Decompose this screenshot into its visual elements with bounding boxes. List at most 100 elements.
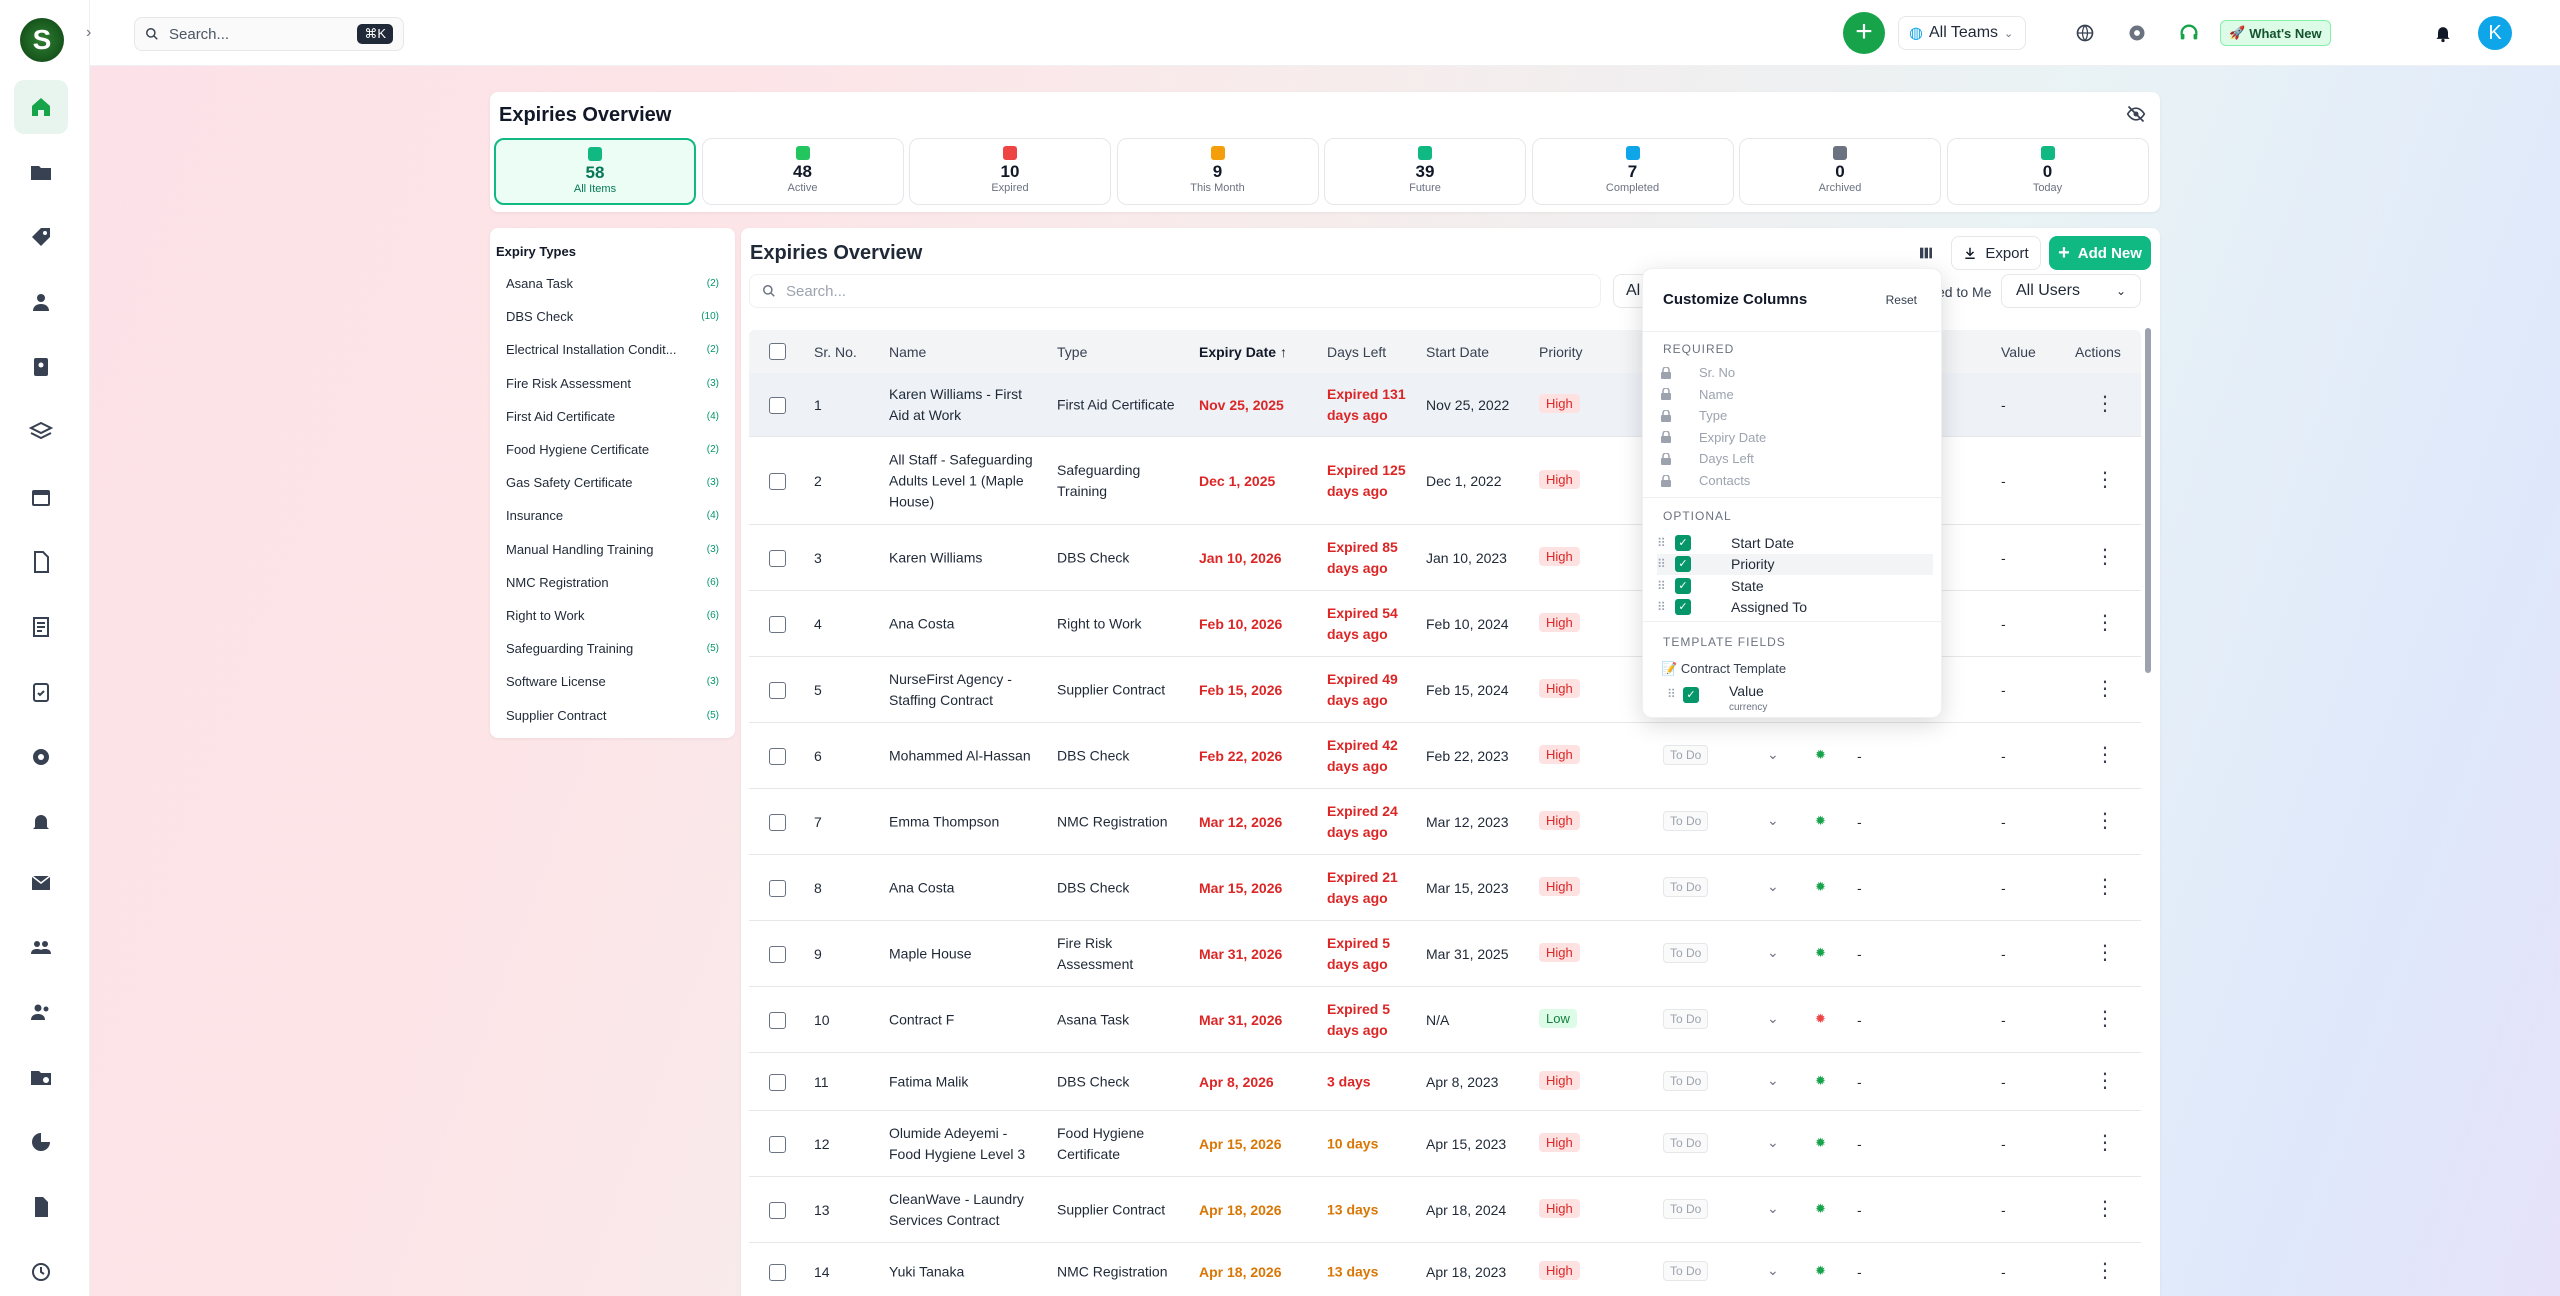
optional-column-checkbox[interactable]: ✓ — [1675, 577, 1691, 594]
row-checkbox[interactable] — [769, 1136, 786, 1153]
expiry-type-item[interactable]: Software License (3) — [490, 665, 735, 698]
row-name[interactable]: Maple House — [889, 945, 972, 961]
row-state-badge[interactable]: To Do — [1663, 1133, 1709, 1153]
col-start-date[interactable]: Start Date — [1426, 344, 1490, 360]
table-row[interactable]: 6 Mohammed Al-Hassan DBS Check Feb 22, 2026… — [749, 723, 2141, 789]
chevron-down-icon[interactable]: ⌄ — [1767, 944, 1779, 960]
app-logo[interactable]: S — [20, 18, 64, 62]
document-icon[interactable] — [14, 535, 68, 589]
row-checkbox[interactable] — [769, 946, 786, 963]
col-priority[interactable]: Priority — [1539, 344, 1583, 360]
folder-clock-icon[interactable] — [14, 1050, 68, 1104]
optional-column-item[interactable]: ⠿ ✓ Start Date — [1657, 532, 1933, 553]
add-new-button[interactable]: + Add New — [2049, 236, 2151, 270]
global-search[interactable]: Search... ⌘K — [134, 17, 404, 51]
table-row[interactable]: 2 All Staff - Safeguarding Adults Level 1… — [749, 437, 2141, 525]
quick-add-button[interactable]: + — [1843, 12, 1885, 54]
team-icon[interactable] — [14, 920, 68, 974]
row-name[interactable]: All Staff - Safeguarding Adults Level 1 … — [889, 451, 1033, 509]
tag-icon[interactable] — [14, 210, 68, 264]
chevron-down-icon[interactable]: ⌄ — [1767, 1200, 1779, 1216]
table-row[interactable]: 10 Contract F Asana Task Mar 31, 2026 Expire… — [749, 987, 2141, 1053]
drag-handle-icon[interactable]: ⠿ — [1657, 535, 1666, 550]
calendar-icon[interactable] — [14, 470, 68, 524]
teams-select[interactable]: ◍ All Teams ⌄ — [1898, 16, 2026, 50]
table-row[interactable]: 8 Ana Costa DBS Check Mar 15, 2026 Expired 2… — [749, 855, 2141, 921]
stat-card-4[interactable]: 39 Future — [1324, 138, 1526, 205]
row-actions-menu-icon[interactable]: ⋮ — [2095, 1070, 2115, 1092]
drag-handle-icon[interactable]: ⠿ — [1657, 578, 1666, 593]
row-actions-menu-icon[interactable]: ⋮ — [2095, 744, 2115, 766]
row-name[interactable]: Fatima Malik — [889, 1073, 969, 1089]
pdf-icon[interactable] — [14, 1180, 68, 1234]
user-avatar[interactable]: K — [2478, 16, 2512, 50]
settings-icon[interactable] — [14, 730, 68, 784]
row-name[interactable]: Ana Costa — [889, 879, 955, 895]
chevron-down-icon[interactable]: ⌄ — [1767, 1262, 1779, 1278]
col-type[interactable]: Type — [1057, 344, 1088, 360]
assigned-to-me-filter[interactable]: ed to Me — [1937, 284, 1992, 300]
report-icon[interactable] — [14, 600, 68, 654]
table-scrollbar[interactable] — [2145, 328, 2151, 673]
row-state-badge[interactable]: To Do — [1663, 943, 1709, 963]
col-sr[interactable]: Sr. No. — [814, 344, 857, 360]
row-actions-menu-icon[interactable]: ⋮ — [2095, 393, 2115, 415]
table-row[interactable]: 9 Maple House Fire Risk Assessment Mar 31, … — [749, 921, 2141, 987]
row-actions-menu-icon[interactable]: ⋮ — [2095, 876, 2115, 898]
row-state-badge[interactable]: To Do — [1663, 745, 1709, 765]
row-checkbox[interactable] — [769, 1202, 786, 1219]
expiry-type-item[interactable]: Insurance (4) — [490, 499, 735, 532]
export-button[interactable]: Export — [1951, 236, 2041, 270]
col-expiry-date[interactable]: Expiry Date ↑ — [1199, 344, 1287, 360]
whats-new-button[interactable]: 🚀 What's New — [2220, 20, 2331, 46]
history-icon[interactable] — [14, 1245, 68, 1296]
expiry-type-item[interactable]: NMC Registration (6) — [490, 566, 735, 599]
row-checkbox[interactable] — [769, 1074, 786, 1091]
table-row[interactable]: 7 Emma Thompson NMC Registration Mar 12, 20… — [749, 789, 2141, 855]
row-checkbox[interactable] — [769, 880, 786, 897]
optional-column-item[interactable]: ⠿ ✓ Assigned To — [1657, 597, 1933, 618]
template-field-checkbox[interactable]: ✓ — [1683, 687, 1699, 703]
expiry-type-item[interactable]: DBS Check (10) — [490, 300, 735, 333]
drag-handle-icon[interactable]: ⠿ — [1657, 600, 1666, 615]
bell-icon[interactable] — [14, 795, 68, 849]
row-name[interactable]: Ana Costa — [889, 615, 955, 631]
row-state-badge[interactable]: To Do — [1663, 877, 1709, 897]
chevron-down-icon[interactable]: ⌄ — [1767, 1072, 1779, 1088]
home-icon[interactable] — [14, 80, 68, 134]
row-checkbox[interactable] — [769, 397, 786, 414]
expiry-type-item[interactable]: Manual Handling Training (3) — [490, 533, 735, 566]
row-name[interactable]: Mohammed Al-Hassan — [889, 747, 1031, 763]
template-field-value[interactable]: ⠿ ✓ Value currency — [1667, 683, 1767, 713]
drag-handle-icon[interactable]: ⠿ — [1667, 687, 1676, 701]
chevron-down-icon[interactable]: ⌄ — [1767, 878, 1779, 894]
col-days-left[interactable]: Days Left — [1327, 344, 1387, 360]
optional-column-checkbox[interactable]: ✓ — [1675, 599, 1691, 616]
row-checkbox[interactable] — [769, 682, 786, 699]
chart-icon[interactable] — [14, 1115, 68, 1169]
row-checkbox[interactable] — [769, 1264, 786, 1281]
table-row[interactable]: 11 Fatima Malik DBS Check Apr 8, 2026 3 days… — [749, 1053, 2141, 1111]
stat-card-7[interactable]: 0 Today — [1946, 138, 2149, 205]
row-actions-menu-icon[interactable]: ⋮ — [2095, 678, 2115, 700]
row-name[interactable]: Karen Williams - First Aid at Work — [889, 385, 1023, 423]
hide-overview-icon[interactable] — [2126, 104, 2146, 129]
row-name[interactable]: Karen Williams — [889, 549, 983, 565]
table-row[interactable]: 3 Karen Williams DBS Check Jan 10, 2026 Expi… — [749, 525, 2141, 591]
select-all-checkbox[interactable] — [769, 343, 786, 360]
row-name[interactable]: Yuki Tanaka — [889, 1263, 965, 1279]
row-actions-menu-icon[interactable]: ⋮ — [2095, 546, 2115, 568]
expiry-type-item[interactable]: Safeguarding Training (5) — [490, 632, 735, 665]
expiry-type-item[interactable]: Asana Task (2) — [490, 267, 735, 300]
table-row[interactable]: 12 Olumide Adeyemi - Food Hygiene Level 3… — [749, 1111, 2141, 1177]
col-name[interactable]: Name — [889, 344, 927, 360]
optional-column-checkbox[interactable]: ✓ — [1675, 534, 1691, 551]
expiry-type-item[interactable]: Gas Safety Certificate (3) — [490, 466, 735, 499]
col-value[interactable]: Value — [2001, 344, 2036, 360]
row-actions-menu-icon[interactable]: ⋮ — [2095, 1260, 2115, 1282]
chevron-down-icon[interactable]: ⌄ — [1767, 812, 1779, 828]
row-state-badge[interactable]: To Do — [1663, 811, 1709, 831]
row-name[interactable]: Olumide Adeyemi - Food Hygiene Level 3 — [889, 1124, 1026, 1162]
row-checkbox[interactable] — [769, 814, 786, 831]
chevron-down-icon[interactable]: ⌄ — [1767, 1134, 1779, 1150]
